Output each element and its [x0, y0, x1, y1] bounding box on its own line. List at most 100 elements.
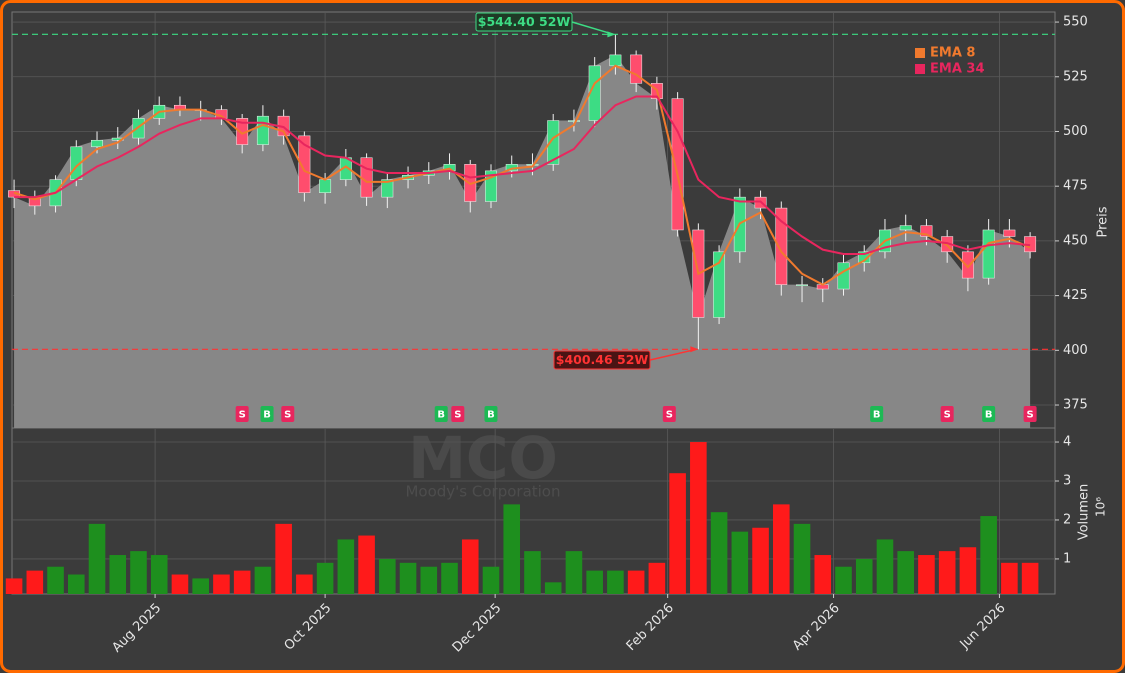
y-tick-label: 400	[1063, 343, 1088, 358]
signal-marker	[940, 406, 954, 422]
candle-body	[485, 170, 497, 202]
y-tick-label: 4	[1063, 435, 1071, 450]
signal-label: S	[1027, 410, 1034, 421]
y-tick-label: 525	[1063, 69, 1088, 84]
watermark-subtitle: Moody's Corporation	[405, 483, 560, 501]
annotation-label: $400.46 52W	[556, 352, 649, 367]
volume-bar	[669, 473, 686, 594]
candle-body	[547, 120, 560, 165]
legend-swatch	[915, 64, 925, 74]
volume-bar	[627, 570, 645, 594]
candle-body	[360, 157, 373, 198]
volume-bar	[959, 547, 977, 594]
volume-bar	[130, 551, 147, 594]
volume-bar	[897, 551, 914, 594]
signal-marker	[260, 406, 274, 422]
volume-bar	[1001, 562, 1018, 594]
volume-bar	[565, 551, 583, 594]
annotation-arrow	[571, 21, 614, 36]
legend-swatch	[915, 48, 925, 58]
arrow-head	[607, 31, 616, 38]
volume-bar	[233, 570, 251, 594]
volume-bar	[316, 562, 334, 594]
signal-marker	[434, 406, 448, 422]
volume-bar	[47, 566, 64, 594]
signal-label: B	[873, 410, 881, 421]
candle-body	[920, 225, 933, 237]
y-tick-label: 425	[1063, 288, 1088, 303]
signal-label: S	[454, 410, 461, 421]
y-tick-label: 3	[1063, 473, 1071, 488]
volume-bar	[275, 523, 292, 594]
y-axis-label: Preis	[1096, 206, 1111, 237]
volume-bar	[171, 574, 189, 594]
volume-bar	[544, 582, 562, 594]
volume-bar	[524, 551, 541, 594]
volume-bar	[938, 551, 956, 594]
volume-bar	[814, 555, 832, 594]
candle-body	[1003, 229, 1016, 237]
candle-body	[298, 135, 311, 194]
signal-label: S	[284, 410, 291, 421]
legend-label: EMA 34	[930, 62, 985, 77]
candle-body	[858, 251, 871, 264]
signal-marker	[870, 406, 884, 422]
y-tick-label: 375	[1063, 398, 1088, 413]
volume-bar	[88, 523, 106, 594]
volume-bar	[752, 527, 769, 594]
candle-body	[961, 251, 974, 279]
volume-bar	[461, 539, 479, 594]
signal-label: B	[437, 410, 445, 421]
signal-label: B	[985, 410, 993, 421]
volume-bar	[648, 562, 666, 594]
volume-bar	[731, 531, 749, 594]
volume-bar	[150, 555, 168, 594]
y-tick-label: 475	[1063, 179, 1088, 194]
candle-body	[775, 207, 788, 285]
volume-bar	[358, 535, 375, 594]
y-tick-label: 450	[1063, 233, 1088, 248]
annotation-label: $544.40 52W	[478, 14, 571, 29]
y-tick-label: 1	[1063, 551, 1071, 566]
candle-body	[609, 54, 622, 67]
volume-bar	[420, 566, 438, 594]
signal-label: S	[239, 410, 246, 421]
legend-label: EMA 8	[930, 46, 975, 61]
volume-bar	[772, 504, 790, 594]
y-axis-label: Volumen	[1077, 484, 1092, 541]
y-multiplier: 10⁶	[1094, 497, 1108, 517]
volume-bar	[607, 570, 624, 594]
candle-body	[713, 251, 726, 318]
volume-bar	[918, 555, 935, 594]
candle-body	[319, 179, 332, 194]
candle-body	[671, 98, 684, 231]
y-tick-label: 500	[1063, 124, 1088, 139]
volume-bar	[793, 523, 811, 594]
volume-bar	[441, 562, 458, 594]
volume-bar	[109, 555, 127, 594]
signal-marker	[1023, 406, 1037, 422]
y-tick-label: 550	[1063, 15, 1088, 30]
volume-bar	[26, 570, 44, 594]
candle-body	[837, 262, 850, 290]
volume-bar	[482, 566, 500, 594]
signal-marker	[235, 406, 249, 422]
volume-bar	[835, 566, 852, 594]
volume-bar	[503, 504, 521, 594]
candle-body	[256, 115, 269, 145]
volume-bar	[980, 516, 997, 594]
signal-marker	[451, 406, 465, 422]
volume-bar	[213, 574, 230, 594]
signal-marker	[662, 406, 676, 422]
volume-bar	[710, 512, 728, 594]
arrow-head	[690, 346, 699, 353]
signal-marker	[281, 406, 295, 422]
candle-body	[899, 225, 912, 231]
signal-label: S	[666, 410, 673, 421]
volume-bar	[337, 539, 355, 594]
candle-body	[982, 229, 995, 279]
watermark: MCO	[408, 424, 558, 492]
volume-bar	[254, 566, 272, 594]
